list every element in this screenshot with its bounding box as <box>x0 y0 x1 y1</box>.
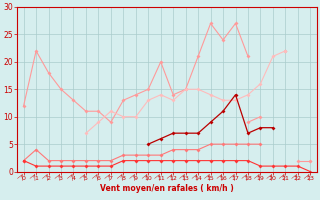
X-axis label: Vent moyen/en rafales ( km/h ): Vent moyen/en rafales ( km/h ) <box>100 184 234 193</box>
